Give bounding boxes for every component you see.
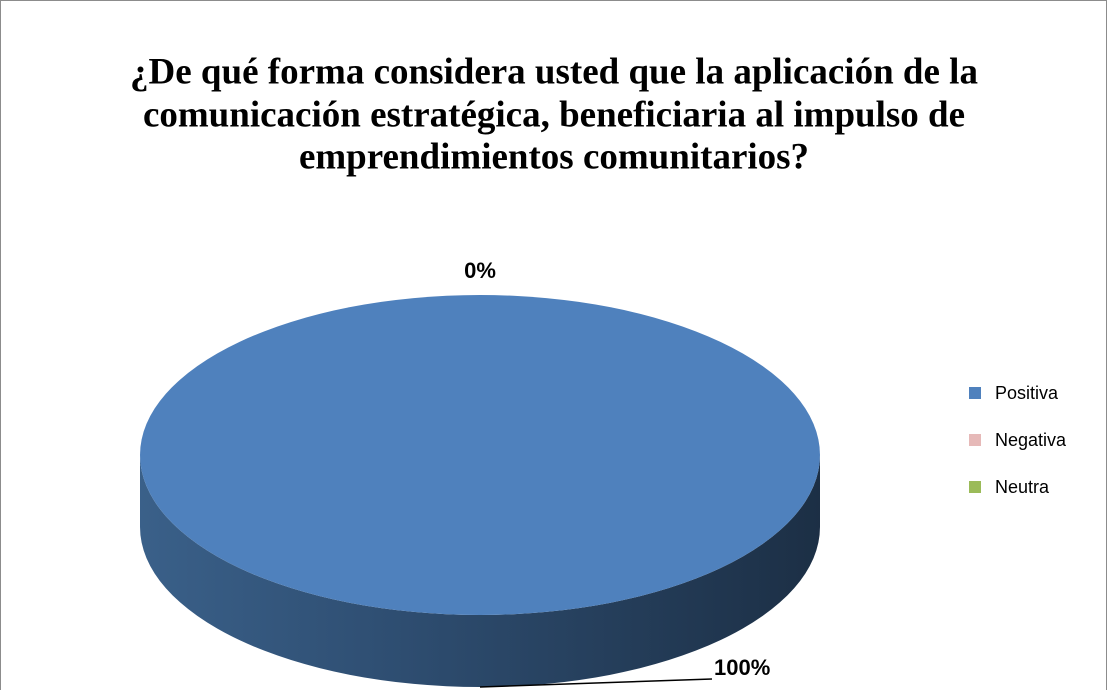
legend-label: Negativa: [995, 430, 1067, 450]
chart-title: emprendimientos comunitarios?: [299, 136, 809, 177]
legend-label: Positiva: [995, 383, 1059, 403]
legend-swatch: [969, 387, 981, 399]
chart-title: ¿De qué forma considera usted que la apl…: [130, 51, 978, 92]
legend-swatch: [969, 434, 981, 446]
chart-title: comunicación estratégica, beneficiaria a…: [143, 94, 965, 135]
data-label: 100%: [714, 655, 770, 680]
pie-slice: [140, 295, 820, 615]
legend-label: Neutra: [995, 477, 1050, 497]
pie-side: [140, 455, 820, 687]
data-label: 0%: [464, 258, 496, 283]
leader-line: [479, 678, 713, 688]
legend-swatch: [969, 481, 981, 493]
